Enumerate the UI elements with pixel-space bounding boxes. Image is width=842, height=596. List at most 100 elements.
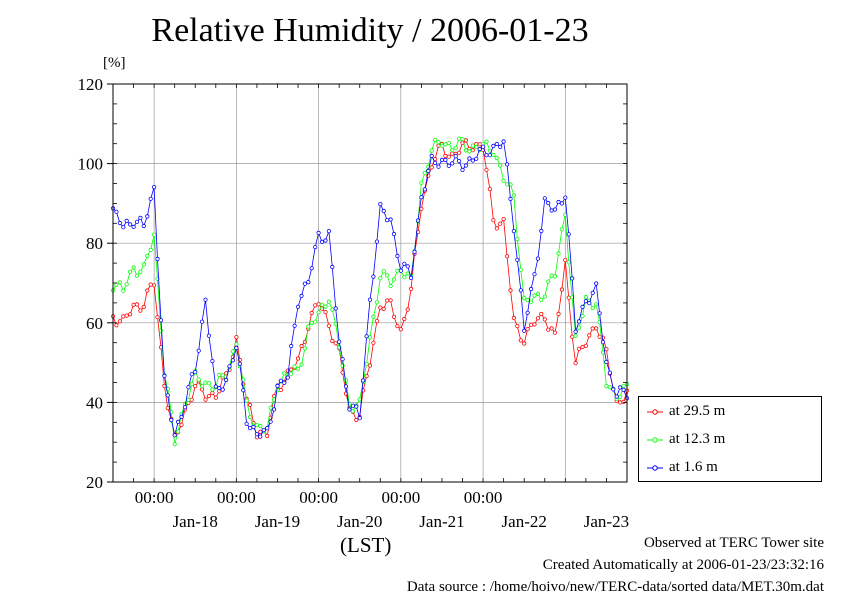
data-point bbox=[182, 405, 188, 410]
legend-label: at 1.6 m bbox=[669, 459, 718, 475]
data-point bbox=[378, 305, 383, 310]
data-point bbox=[152, 232, 157, 237]
data-point bbox=[456, 150, 462, 155]
data-point bbox=[515, 237, 520, 242]
data-point bbox=[193, 383, 198, 389]
data-point bbox=[203, 297, 208, 302]
data-point bbox=[432, 160, 438, 165]
data-point bbox=[484, 167, 489, 172]
data-point bbox=[134, 219, 140, 224]
data-point bbox=[436, 164, 441, 169]
data-point bbox=[152, 283, 157, 288]
data-point bbox=[374, 300, 379, 305]
data-point bbox=[566, 232, 571, 237]
grid-lines bbox=[113, 84, 627, 482]
data-point bbox=[364, 361, 369, 367]
data-point bbox=[313, 303, 318, 308]
data-point bbox=[607, 370, 613, 375]
data-point bbox=[463, 163, 468, 168]
data-point bbox=[439, 157, 445, 162]
data-point bbox=[508, 288, 513, 293]
data-point bbox=[617, 394, 623, 399]
data-point bbox=[405, 307, 410, 312]
data-point bbox=[501, 178, 506, 183]
data-point bbox=[474, 156, 479, 161]
data-point bbox=[165, 405, 170, 411]
data-point bbox=[210, 390, 215, 395]
x-time-label: 00:00 bbox=[381, 488, 420, 507]
data-point bbox=[556, 311, 561, 316]
data-point bbox=[200, 319, 205, 324]
data-point bbox=[388, 217, 393, 222]
data-point bbox=[501, 139, 506, 144]
data-point bbox=[460, 137, 465, 142]
data-point bbox=[518, 267, 523, 272]
data-point bbox=[131, 302, 136, 307]
x-date-label: Jan-23 bbox=[584, 512, 629, 531]
data-point bbox=[176, 419, 181, 424]
data-point bbox=[563, 257, 568, 263]
data-point bbox=[419, 180, 424, 185]
data-point bbox=[470, 143, 475, 148]
data-point bbox=[176, 429, 181, 434]
footer-source: Data source : /home/hoivo/new/TERC-data/… bbox=[406, 579, 824, 595]
data-point bbox=[261, 427, 266, 433]
data-point bbox=[340, 357, 345, 362]
legend: at 29.5 m at 12.3 m at 1.6 m bbox=[638, 396, 822, 482]
data-point bbox=[213, 395, 218, 400]
data-point bbox=[463, 148, 468, 153]
data-point bbox=[217, 372, 222, 378]
data-point bbox=[309, 266, 314, 271]
data-point bbox=[604, 383, 609, 389]
data-point bbox=[432, 137, 438, 142]
data-point bbox=[501, 217, 506, 222]
data-point bbox=[131, 224, 136, 229]
data-point bbox=[213, 384, 218, 389]
data-point bbox=[607, 385, 613, 390]
data-point bbox=[347, 407, 352, 412]
data-point bbox=[330, 264, 335, 270]
data-point bbox=[604, 347, 609, 352]
data-point bbox=[162, 373, 167, 378]
data-point bbox=[580, 344, 585, 350]
data-point bbox=[539, 311, 544, 317]
data-point bbox=[576, 346, 582, 351]
data-point bbox=[367, 335, 373, 340]
data-point bbox=[258, 429, 263, 434]
data-point bbox=[573, 361, 578, 366]
data-point bbox=[450, 161, 455, 166]
data-point bbox=[141, 304, 146, 309]
data-point bbox=[494, 141, 499, 147]
data-point bbox=[576, 325, 582, 330]
data-point bbox=[230, 358, 235, 363]
data-point bbox=[443, 157, 448, 162]
data-point bbox=[134, 273, 140, 278]
data-point bbox=[319, 239, 325, 244]
data-point bbox=[546, 327, 551, 332]
data-point bbox=[559, 227, 565, 232]
data-point bbox=[206, 393, 211, 399]
data-point bbox=[371, 274, 376, 279]
x-date-label: Jan-19 bbox=[255, 512, 300, 531]
data-point bbox=[542, 317, 547, 322]
data-point bbox=[268, 405, 273, 410]
data-point bbox=[193, 370, 198, 375]
data-point bbox=[518, 288, 523, 293]
data-point bbox=[408, 286, 414, 291]
data-point bbox=[271, 407, 277, 412]
data-point bbox=[278, 378, 283, 383]
data-point bbox=[552, 207, 558, 212]
data-point bbox=[302, 346, 307, 351]
data-point bbox=[446, 154, 451, 159]
data-point bbox=[429, 165, 434, 170]
data-point bbox=[419, 195, 424, 200]
data-point bbox=[590, 305, 595, 311]
data-point bbox=[367, 297, 373, 302]
y-tick-label: 20 bbox=[86, 473, 103, 492]
data-point bbox=[429, 153, 434, 158]
data-point bbox=[145, 288, 150, 293]
data-point bbox=[131, 265, 136, 270]
data-point bbox=[299, 293, 304, 298]
data-point bbox=[491, 143, 496, 148]
